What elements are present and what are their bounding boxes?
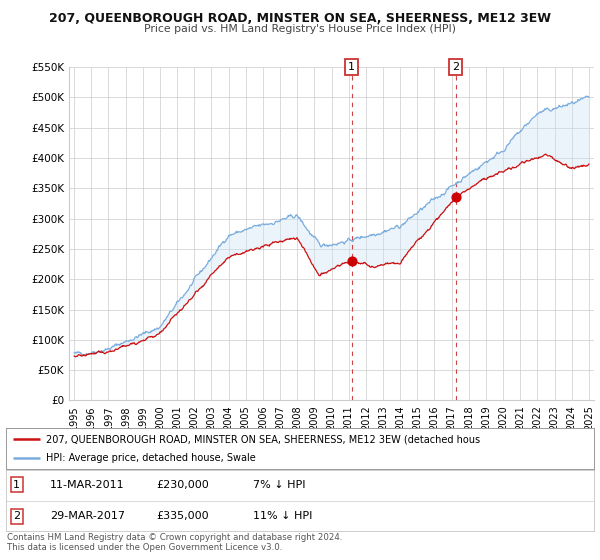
Text: 29-MAR-2017: 29-MAR-2017 bbox=[50, 511, 125, 521]
Point bbox=[347, 256, 356, 265]
Text: £335,000: £335,000 bbox=[156, 511, 209, 521]
Text: 7% ↓ HPI: 7% ↓ HPI bbox=[253, 480, 305, 490]
Text: 1: 1 bbox=[13, 480, 20, 490]
Text: 2: 2 bbox=[452, 62, 459, 72]
Text: 2: 2 bbox=[13, 511, 20, 521]
Text: 11-MAR-2011: 11-MAR-2011 bbox=[50, 480, 125, 490]
Text: 11% ↓ HPI: 11% ↓ HPI bbox=[253, 511, 313, 521]
Text: Price paid vs. HM Land Registry's House Price Index (HPI): Price paid vs. HM Land Registry's House … bbox=[144, 24, 456, 34]
Text: 1: 1 bbox=[348, 62, 355, 72]
Point bbox=[451, 193, 460, 202]
Text: HPI: Average price, detached house, Swale: HPI: Average price, detached house, Swal… bbox=[46, 453, 256, 463]
Text: Contains HM Land Registry data © Crown copyright and database right 2024.: Contains HM Land Registry data © Crown c… bbox=[7, 533, 343, 542]
Text: This data is licensed under the Open Government Licence v3.0.: This data is licensed under the Open Gov… bbox=[7, 543, 283, 552]
Text: 207, QUEENBOROUGH ROAD, MINSTER ON SEA, SHEERNESS, ME12 3EW: 207, QUEENBOROUGH ROAD, MINSTER ON SEA, … bbox=[49, 12, 551, 25]
Text: £230,000: £230,000 bbox=[156, 480, 209, 490]
Text: 207, QUEENBOROUGH ROAD, MINSTER ON SEA, SHEERNESS, ME12 3EW (detached hous: 207, QUEENBOROUGH ROAD, MINSTER ON SEA, … bbox=[46, 435, 480, 444]
